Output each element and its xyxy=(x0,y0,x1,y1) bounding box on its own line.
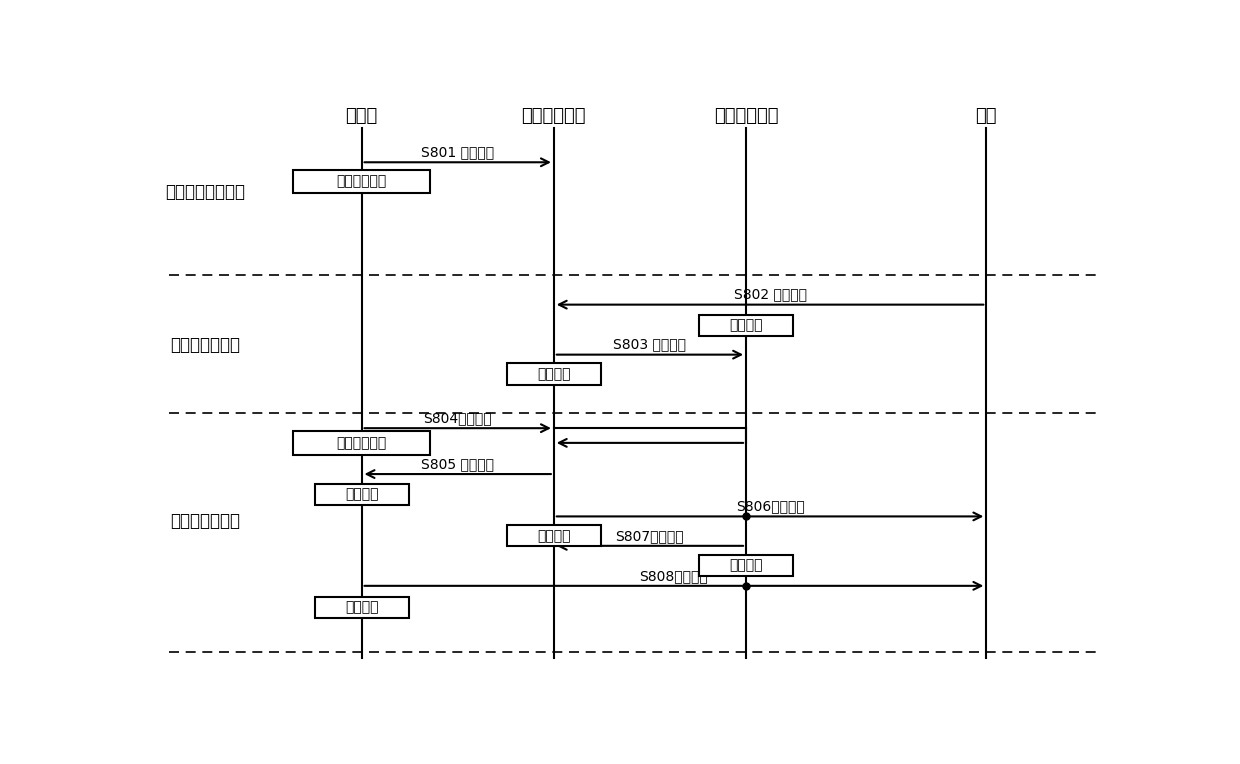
Text: 移动切换过程中: 移动切换过程中 xyxy=(170,335,241,354)
Text: S803 兴趣消息: S803 兴趣消息 xyxy=(614,338,687,351)
Text: 移动转发: 移动转发 xyxy=(537,529,570,543)
Text: S807兴趣消息: S807兴趣消息 xyxy=(615,529,684,543)
Text: 普通转发: 普通转发 xyxy=(729,319,763,332)
Text: 内容源: 内容源 xyxy=(346,108,378,125)
Text: 用户: 用户 xyxy=(976,108,997,125)
Text: S804兴趣消息: S804兴趣消息 xyxy=(423,411,492,426)
Text: 普通转发: 普通转发 xyxy=(345,601,378,614)
FancyBboxPatch shape xyxy=(699,555,794,576)
Text: 移动转发: 移动转发 xyxy=(537,367,570,381)
Text: 普通转发: 普通转发 xyxy=(729,558,763,572)
Text: S806数据消息: S806数据消息 xyxy=(735,500,805,513)
Text: 移动转发: 移动转发 xyxy=(345,487,378,502)
FancyBboxPatch shape xyxy=(507,525,601,546)
FancyBboxPatch shape xyxy=(315,484,409,505)
Text: 原接入路由器: 原接入路由器 xyxy=(522,108,587,125)
FancyBboxPatch shape xyxy=(507,364,601,384)
Text: S805 兴趣消息: S805 兴趣消息 xyxy=(422,457,495,471)
Text: S808数据消息: S808数据消息 xyxy=(640,569,708,583)
Text: 移动切换即将开始: 移动切换即将开始 xyxy=(165,183,246,201)
Text: 主动转发请求: 主动转发请求 xyxy=(336,175,387,189)
Text: S802 兴趣消息: S802 兴趣消息 xyxy=(734,287,806,302)
FancyBboxPatch shape xyxy=(699,315,794,336)
FancyBboxPatch shape xyxy=(315,597,409,618)
FancyBboxPatch shape xyxy=(294,431,430,455)
Text: S801 兴趣消息: S801 兴趣消息 xyxy=(422,145,495,159)
Text: 新接入路由器: 新接入路由器 xyxy=(714,108,779,125)
FancyBboxPatch shape xyxy=(294,170,430,193)
Text: 移动切换完成: 移动切换完成 xyxy=(336,436,387,450)
Text: 移动切换完成后: 移动切换完成后 xyxy=(170,512,241,530)
